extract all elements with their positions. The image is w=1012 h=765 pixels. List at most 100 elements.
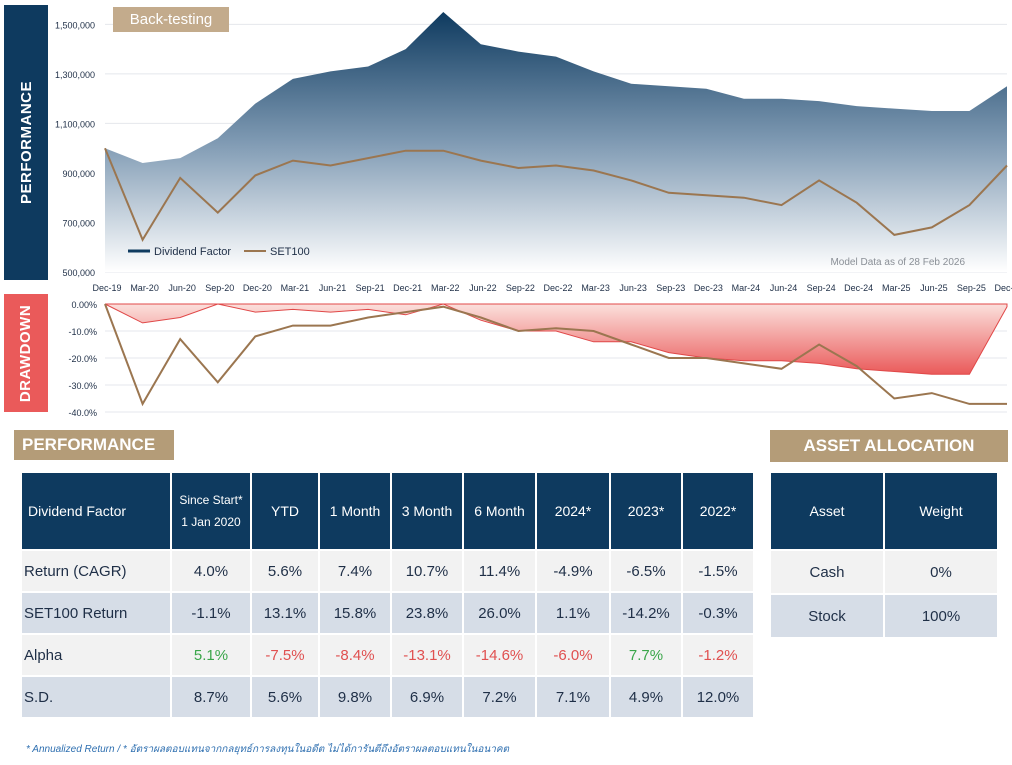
- y-tick-label: -40.0%: [68, 408, 97, 418]
- table-cell: -1.2%: [683, 635, 753, 675]
- performance-section-header: PERFORMANCE: [14, 430, 174, 460]
- row-label: SET100 Return: [22, 593, 170, 633]
- col-header-strategy: Dividend Factor: [22, 473, 170, 549]
- row-label: Return (CAGR): [22, 551, 170, 591]
- x-tick-label: Mar-24: [732, 283, 761, 293]
- table-cell: Cash: [771, 551, 883, 593]
- table-cell: 10.7%: [392, 551, 462, 591]
- table-cell: 15.8%: [320, 593, 390, 633]
- table-cell: 1.1%: [537, 593, 609, 633]
- col-header-weight: Weight: [885, 473, 997, 549]
- col-header-ytd: YTD: [252, 473, 318, 549]
- x-tick-label: Mar-21: [281, 283, 310, 293]
- table-cell: 7.4%: [320, 551, 390, 591]
- table-row: S.D. 8.7% 5.6% 9.8% 6.9% 7.2% 7.1% 4.9% 12.0%: [22, 677, 753, 717]
- table-cell: 9.8%: [320, 677, 390, 717]
- table-cell: -6.0%: [537, 635, 609, 675]
- x-tick-label: Dec-22: [543, 283, 572, 293]
- set100-line: [104, 147, 1008, 243]
- x-tick-label: Jun-20: [168, 283, 196, 293]
- asset-allocation-table: Asset Weight Cash 0% Stock 100%: [769, 471, 999, 639]
- x-tick-label: Dec-24: [844, 283, 873, 293]
- table-cell: -14.2%: [611, 593, 681, 633]
- table-cell: -8.4%: [320, 635, 390, 675]
- table-cell: 23.8%: [392, 593, 462, 633]
- y-tick-label: 1,500,000: [55, 20, 95, 30]
- table-cell: -1.1%: [172, 593, 250, 633]
- table-row: Alpha 5.1% -7.5% -8.4% -13.1% -14.6% -6.0% 7.7%…: [22, 635, 753, 675]
- table-cell: Stock: [771, 595, 883, 637]
- set100-drawdown-line: [104, 303, 1007, 407]
- table-cell: 4.9%: [611, 677, 681, 717]
- y-tick-label: 500,000: [62, 268, 95, 278]
- table-cell: 12.0%: [683, 677, 753, 717]
- x-tick-label: Dec-25: [994, 283, 1012, 293]
- table-cell: -7.5%: [252, 635, 318, 675]
- y-tick-label: -20.0%: [68, 354, 97, 364]
- y-tick-label: 0.00%: [71, 300, 97, 310]
- table-cell: -6.5%: [611, 551, 681, 591]
- drawdown-chart: 0.00% -10.0% -20.0% -30.0% -40.0%: [68, 300, 1008, 418]
- x-tick-label: Dec-21: [393, 283, 422, 293]
- table-cell: 4.0%: [172, 551, 250, 591]
- performance-side-label: PERFORMANCE: [4, 5, 48, 280]
- col-header-3-month: 3 Month: [392, 473, 462, 549]
- table-row: Stock 100%: [771, 595, 997, 637]
- table-cell: 0%: [885, 551, 997, 593]
- y-tick-label: 1,300,000: [55, 70, 95, 80]
- col-header-2022: 2022*: [683, 473, 753, 549]
- back-testing-badge: Back-testing: [113, 7, 229, 32]
- y-tick-label: 700,000: [62, 218, 95, 228]
- table-cell: -4.9%: [537, 551, 609, 591]
- col-header-2024: 2024*: [537, 473, 609, 549]
- x-tick-label: Sep-23: [656, 283, 685, 293]
- x-tick-label: Mar-20: [130, 283, 159, 293]
- table-cell: -14.6%: [464, 635, 535, 675]
- x-tick-label: Sep-25: [957, 283, 986, 293]
- table-cell: 13.1%: [252, 593, 318, 633]
- table-cell: -1.5%: [683, 551, 753, 591]
- legend-dividend-factor: Dividend Factor: [154, 246, 231, 258]
- table-cell: -13.1%: [392, 635, 462, 675]
- performance-chart: 500,000 700,000 900,000 1,100,000 1,300,000 1…: [55, 12, 1012, 293]
- x-tick-label: Jun-23: [619, 283, 647, 293]
- x-tick-label: Dec-23: [694, 283, 723, 293]
- legend-set100: SET100: [270, 246, 310, 258]
- y-tick-label: -10.0%: [68, 327, 97, 337]
- table-cell: 8.7%: [172, 677, 250, 717]
- x-tick-label: Sep-24: [807, 283, 836, 293]
- table-cell: 6.9%: [392, 677, 462, 717]
- model-note: Model Data as of 28 Feb 2026: [830, 257, 965, 268]
- col-header-1-month: 1 Month: [320, 473, 390, 549]
- footnote: * Annualized Return / * อัตราผลตอบแทนจาก…: [26, 744, 510, 755]
- dividend-factor-drawdown-area: [104, 303, 1008, 375]
- x-tick-label: Dec-20: [243, 283, 272, 293]
- col-header-6-month: 6 Month: [464, 473, 535, 549]
- col-header-asset: Asset: [771, 473, 883, 549]
- col-header-since-start: Since Start* 1 Jan 2020: [172, 473, 250, 549]
- table-cell: 7.7%: [611, 635, 681, 675]
- asset-allocation-header: ASSET ALLOCATION: [770, 430, 1008, 462]
- x-tick-label: Sep-21: [356, 283, 385, 293]
- table-cell: 26.0%: [464, 593, 535, 633]
- table-cell: 11.4%: [464, 551, 535, 591]
- table-row: SET100 Return -1.1% 13.1% 15.8% 23.8% 26.0% 1.…: [22, 593, 753, 633]
- dividend-factor-area: [105, 12, 1007, 272]
- x-tick-label: Sep-20: [205, 283, 234, 293]
- x-tick-label: Jun-24: [770, 283, 798, 293]
- table-row: Cash 0%: [771, 551, 997, 593]
- table-cell: 100%: [885, 595, 997, 637]
- table-cell: 5.6%: [252, 551, 318, 591]
- x-tick-label: Mar-22: [431, 283, 460, 293]
- row-label: Alpha: [22, 635, 170, 675]
- y-tick-label: -30.0%: [68, 381, 97, 391]
- x-tick-label: Jun-22: [469, 283, 497, 293]
- col-header-2023: 2023*: [611, 473, 681, 549]
- x-tick-label: Dec-19: [92, 283, 121, 293]
- legend: Dividend Factor SET100: [128, 246, 310, 258]
- row-label: S.D.: [22, 677, 170, 717]
- x-tick-label: Jun-21: [319, 283, 347, 293]
- x-tick-label: Mar-25: [882, 283, 911, 293]
- table-cell: 5.6%: [252, 677, 318, 717]
- table-cell: 7.2%: [464, 677, 535, 717]
